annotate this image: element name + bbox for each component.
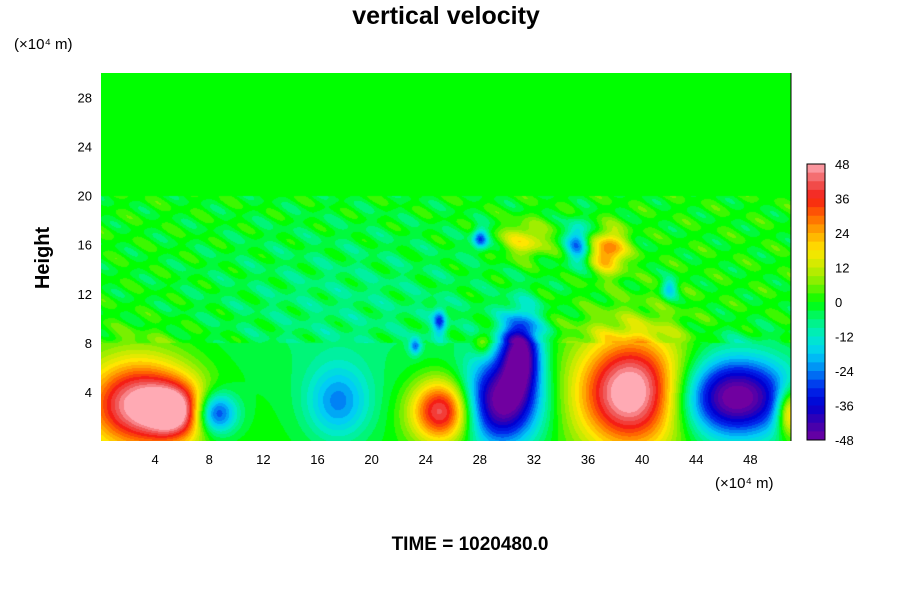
y-axis-label: Height	[32, 227, 54, 290]
colorbar-tick-label: 0	[835, 295, 842, 310]
colorbar-band	[807, 250, 825, 260]
x-tick-label: 32	[527, 452, 541, 467]
x-tick-label: 20	[364, 452, 378, 467]
colorbar-tick-label: 12	[835, 261, 849, 276]
x-unit-label: (×10⁴ m)	[715, 475, 774, 492]
y-tick-label: 4	[85, 385, 92, 400]
plot-area	[101, 73, 792, 441]
colorbar-band	[807, 431, 825, 441]
colorbar-band	[807, 302, 825, 312]
colorbar-tick-label: -48	[835, 433, 854, 448]
x-tick-label: 48	[743, 452, 757, 467]
colorbar-tick-label: 24	[835, 226, 849, 241]
y-tick-label: 28	[78, 91, 92, 106]
y-tick-label: 16	[78, 238, 92, 253]
colorbar-band	[807, 207, 825, 217]
colorbar-band	[807, 345, 825, 355]
x-tick-label: 24	[418, 452, 432, 467]
colorbar-tick-label: -36	[835, 399, 854, 414]
colorbar-band	[807, 327, 825, 337]
colorbar-band	[807, 258, 825, 268]
colorbar-tick-label: -24	[835, 364, 854, 379]
colorbar-band	[807, 267, 825, 277]
colorbar-band	[807, 224, 825, 234]
colorbar: 48 36 24 12 0 -12 -24 -36 -48	[806, 157, 854, 448]
colorbar-frame	[806, 163, 826, 441]
colorbar-band	[807, 189, 825, 199]
colorbar-band	[807, 371, 825, 381]
colorbar-band	[807, 276, 825, 286]
x-axis-ticks: 4 8 12 16 20 24 28 32 36 40 44 48	[152, 452, 758, 467]
colorbar-band	[807, 241, 825, 251]
colorbar-band	[807, 336, 825, 346]
colorbar-band	[807, 181, 825, 191]
colorbar-band	[807, 396, 825, 406]
time-label: TIME = 1020480.0	[392, 534, 549, 555]
x-tick-label: 16	[310, 452, 324, 467]
x-tick-label: 44	[689, 452, 703, 467]
colorbar-band	[807, 379, 825, 389]
colorbar-bands	[807, 164, 825, 441]
colorbar-band	[807, 284, 825, 294]
x-tick-label: 4	[152, 452, 159, 467]
colorbar-band	[807, 164, 825, 174]
chart-title: vertical velocity	[352, 2, 540, 30]
x-tick-label: 36	[581, 452, 595, 467]
colorbar-band	[807, 362, 825, 372]
x-tick-label: 12	[256, 452, 270, 467]
y-tick-label: 12	[78, 287, 92, 302]
colorbar-ticks: 48 36 24 12 0 -12 -24 -36 -48	[835, 157, 854, 448]
colorbar-band	[807, 293, 825, 303]
colorbar-band	[807, 198, 825, 208]
y-tick-label: 8	[85, 336, 92, 351]
colorbar-band	[807, 405, 825, 415]
colorbar-tick-label: 36	[835, 192, 849, 207]
colorbar-band	[807, 310, 825, 320]
x-tick-label: 40	[635, 452, 649, 467]
x-tick-label: 28	[473, 452, 487, 467]
velocity-field	[101, 73, 791, 441]
colorbar-band	[807, 172, 825, 182]
colorbar-band	[807, 353, 825, 363]
y-tick-label: 24	[78, 140, 92, 155]
colorbar-band	[807, 388, 825, 398]
colorbar-tick-label: -12	[835, 330, 854, 345]
y-axis-ticks: 4 8 12 16 20 24 28	[78, 91, 92, 400]
colorbar-band	[807, 233, 825, 243]
y-tick-label: 20	[78, 189, 92, 204]
x-tick-label: 8	[206, 452, 213, 467]
colorbar-band	[807, 319, 825, 329]
colorbar-tick-label: 48	[835, 157, 849, 172]
colorbar-band	[807, 215, 825, 225]
colorbar-band	[807, 422, 825, 432]
y-unit-label: (×10⁴ m)	[14, 36, 73, 53]
colorbar-band	[807, 414, 825, 424]
